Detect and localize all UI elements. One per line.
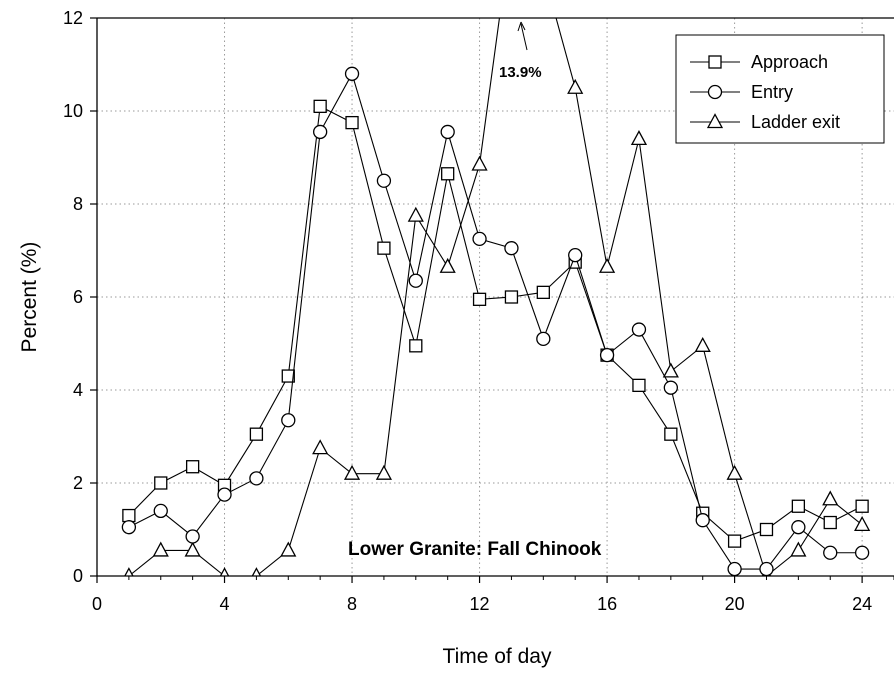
point-ladder-exit <box>473 157 487 170</box>
legend-label: Ladder exit <box>751 112 840 132</box>
point-entry <box>728 563 741 576</box>
point-entry <box>601 349 614 362</box>
point-ladder-exit <box>823 492 837 505</box>
point-entry <box>154 504 167 517</box>
point-ladder-exit <box>377 466 391 479</box>
point-approach <box>760 524 772 536</box>
x-tick-label: 16 <box>597 594 617 614</box>
y-tick-label: 0 <box>73 566 83 586</box>
point-approach <box>250 428 262 440</box>
point-approach <box>633 379 645 391</box>
point-approach <box>155 477 167 489</box>
point-entry <box>537 332 550 345</box>
y-tick-label: 8 <box>73 194 83 214</box>
point-ladder-exit <box>186 543 200 556</box>
point-ladder-exit <box>600 259 614 272</box>
point-entry <box>632 323 645 336</box>
point-entry <box>473 232 486 245</box>
point-approach <box>856 500 868 512</box>
point-entry <box>282 414 295 427</box>
x-axis-title: Time of day <box>443 645 552 668</box>
point-ladder-exit <box>345 466 359 479</box>
point-ladder-exit <box>696 338 710 351</box>
x-tick-label: 8 <box>347 594 357 614</box>
point-entry <box>122 521 135 534</box>
point-entry <box>250 472 263 485</box>
point-ladder-exit <box>409 208 423 221</box>
legend-label: Entry <box>751 82 793 102</box>
point-entry <box>569 249 582 262</box>
point-approach <box>824 517 836 529</box>
chart-annotation: Lower Granite: Fall Chinook <box>348 539 602 560</box>
point-entry <box>346 67 359 80</box>
x-tick-label: 20 <box>725 594 745 614</box>
series-line-ladder-exit <box>129 550 225 576</box>
point-entry <box>760 563 773 576</box>
point-ladder-exit <box>281 543 295 556</box>
point-ladder-exit <box>728 466 742 479</box>
y-tick-label: 4 <box>73 380 83 400</box>
x-tick-label: 24 <box>852 594 872 614</box>
y-axis-title: Percent (%) <box>18 242 41 353</box>
peak-callout: 13.9% <box>499 22 542 81</box>
point-approach <box>187 461 199 473</box>
y-tick-label: 12 <box>63 8 83 28</box>
x-tick-label: 0 <box>92 594 102 614</box>
point-ladder-exit <box>154 543 168 556</box>
point-entry <box>441 125 454 138</box>
point-entry <box>664 381 677 394</box>
point-approach <box>410 340 422 352</box>
series-approach <box>123 100 868 547</box>
point-entry <box>856 546 869 559</box>
point-entry <box>792 521 805 534</box>
peak-callout-label: 13.9% <box>499 64 542 81</box>
y-tick-label: 10 <box>63 101 83 121</box>
point-approach <box>792 500 804 512</box>
point-approach <box>346 117 358 129</box>
point-approach <box>123 510 135 522</box>
point-entry <box>696 514 709 527</box>
x-tick-label: 4 <box>220 594 230 614</box>
legend-marker-circle <box>709 86 722 99</box>
point-entry <box>377 174 390 187</box>
series-line-approach <box>129 106 862 541</box>
point-entry <box>186 530 199 543</box>
point-approach <box>378 242 390 254</box>
point-entry <box>505 242 518 255</box>
legend-label: Approach <box>751 52 828 72</box>
point-approach <box>474 293 486 305</box>
point-entry <box>314 125 327 138</box>
point-entry <box>218 488 231 501</box>
point-ladder-exit <box>568 80 582 93</box>
point-ladder-exit <box>441 259 455 272</box>
point-ladder-exit <box>313 441 327 454</box>
point-approach <box>729 535 741 547</box>
y-tick-label: 6 <box>73 287 83 307</box>
series-line-entry <box>129 74 862 569</box>
legend: Approach Entry Ladder exit <box>676 35 884 143</box>
series-entry <box>122 67 868 575</box>
point-ladder-exit <box>791 543 805 556</box>
point-approach <box>665 428 677 440</box>
point-approach <box>314 100 326 112</box>
point-ladder-exit <box>664 364 678 377</box>
point-entry <box>409 274 422 287</box>
point-ladder-exit <box>855 517 869 530</box>
y-tick-label: 2 <box>73 473 83 493</box>
legend-marker-square <box>709 56 721 68</box>
point-entry <box>824 546 837 559</box>
x-tick-label: 12 <box>470 594 490 614</box>
point-ladder-exit <box>632 131 646 144</box>
point-approach <box>537 286 549 298</box>
point-approach <box>505 291 517 303</box>
point-approach <box>442 168 454 180</box>
